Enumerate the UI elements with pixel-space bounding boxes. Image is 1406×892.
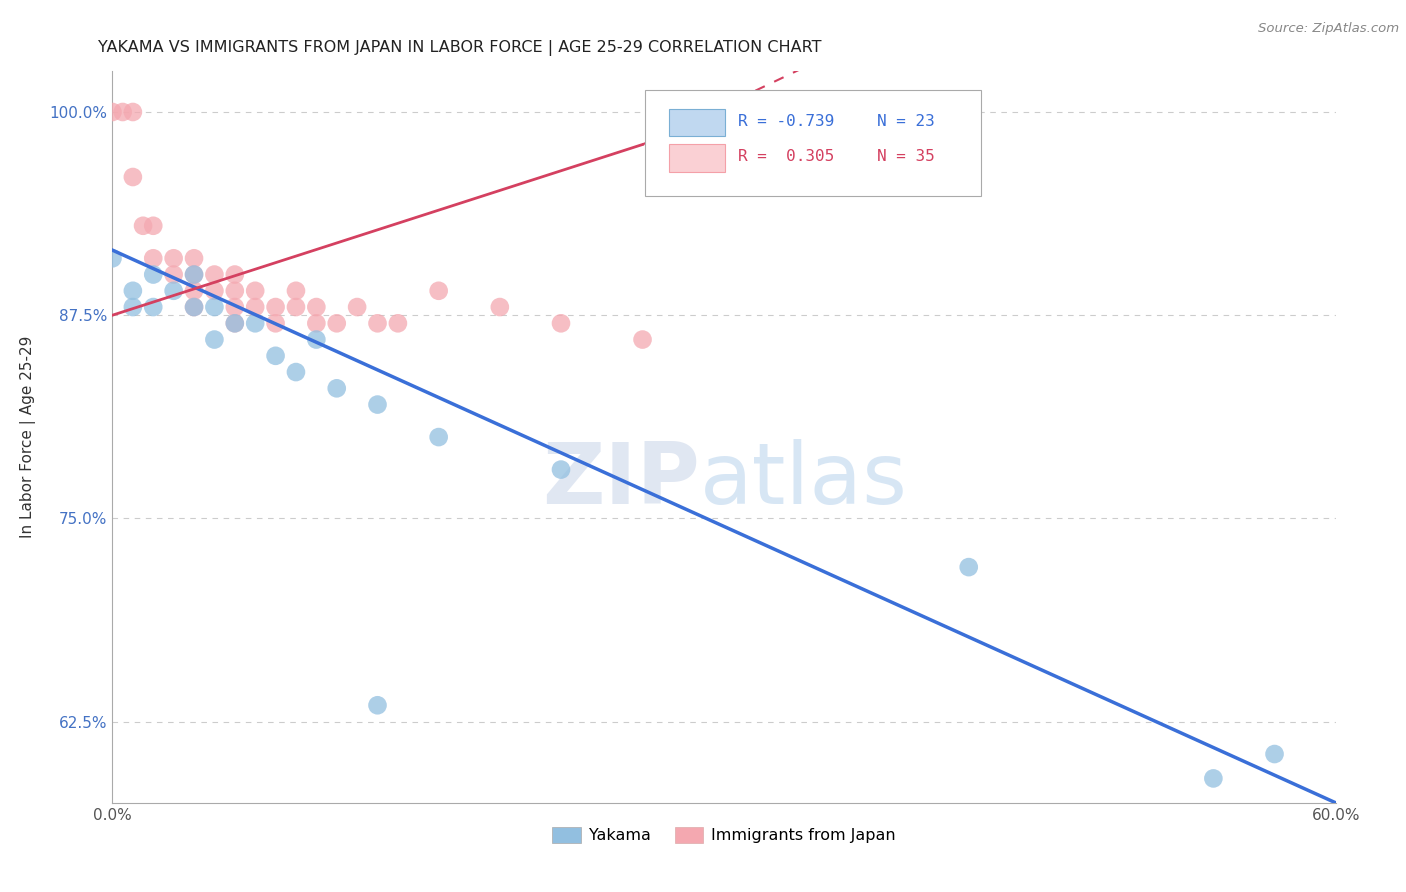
Point [101, 252, 124, 266]
Point [366, 398, 388, 412]
Text: ZIP: ZIP [541, 440, 700, 523]
Point [305, 300, 328, 314]
Text: R =  0.305: R = 0.305 [738, 150, 834, 164]
Point [1264, 747, 1286, 761]
Point [183, 300, 205, 314]
Point [489, 300, 512, 314]
Point [387, 316, 409, 330]
Point [245, 284, 267, 298]
Point [163, 252, 186, 266]
FancyBboxPatch shape [669, 144, 725, 171]
Point [122, 300, 145, 314]
Point [142, 300, 165, 314]
Point [204, 333, 226, 347]
Point [631, 333, 654, 347]
Point [284, 365, 308, 379]
Point [264, 316, 287, 330]
Point [183, 268, 205, 282]
Point [111, 105, 134, 120]
Point [204, 300, 226, 314]
Point [550, 462, 572, 476]
Text: N = 23: N = 23 [877, 113, 935, 128]
Point [550, 316, 572, 330]
Point [183, 300, 205, 314]
Point [326, 316, 349, 330]
Point [957, 560, 980, 574]
Point [1202, 772, 1225, 786]
Point [305, 333, 328, 347]
Point [224, 316, 246, 330]
Point [183, 284, 205, 298]
Legend: Yakama, Immigrants from Japan: Yakama, Immigrants from Japan [546, 821, 903, 850]
Text: YAKAMA VS IMMIGRANTS FROM JAPAN IN LABOR FORCE | AGE 25-29 CORRELATION CHART: YAKAMA VS IMMIGRANTS FROM JAPAN IN LABOR… [98, 40, 823, 56]
Y-axis label: In Labor Force | Age 25-29: In Labor Force | Age 25-29 [20, 336, 35, 538]
Point [183, 252, 205, 266]
Point [366, 316, 388, 330]
Point [204, 268, 226, 282]
FancyBboxPatch shape [644, 90, 981, 195]
Point [427, 284, 450, 298]
Point [224, 268, 246, 282]
Point [284, 284, 308, 298]
Point [224, 316, 246, 330]
Text: Source: ZipAtlas.com: Source: ZipAtlas.com [1258, 22, 1399, 36]
Point [122, 105, 145, 120]
Text: R = -0.739: R = -0.739 [738, 113, 834, 128]
Point [224, 284, 246, 298]
Point [245, 300, 267, 314]
Point [122, 284, 145, 298]
Point [427, 430, 450, 444]
Point [305, 316, 328, 330]
Point [224, 300, 246, 314]
FancyBboxPatch shape [669, 109, 725, 136]
Point [245, 316, 267, 330]
Point [264, 349, 287, 363]
Point [142, 268, 165, 282]
Point [284, 300, 308, 314]
Point [204, 284, 226, 298]
Point [142, 252, 165, 266]
Point [264, 300, 287, 314]
Text: atlas: atlas [700, 440, 908, 523]
Point [346, 300, 368, 314]
Point [122, 169, 145, 184]
Point [326, 381, 349, 395]
Point [163, 268, 186, 282]
Point [101, 105, 124, 120]
Point [163, 284, 186, 298]
Point [183, 268, 205, 282]
Point [366, 698, 388, 713]
Text: N = 35: N = 35 [877, 150, 935, 164]
Point [142, 219, 165, 233]
Point [132, 219, 155, 233]
